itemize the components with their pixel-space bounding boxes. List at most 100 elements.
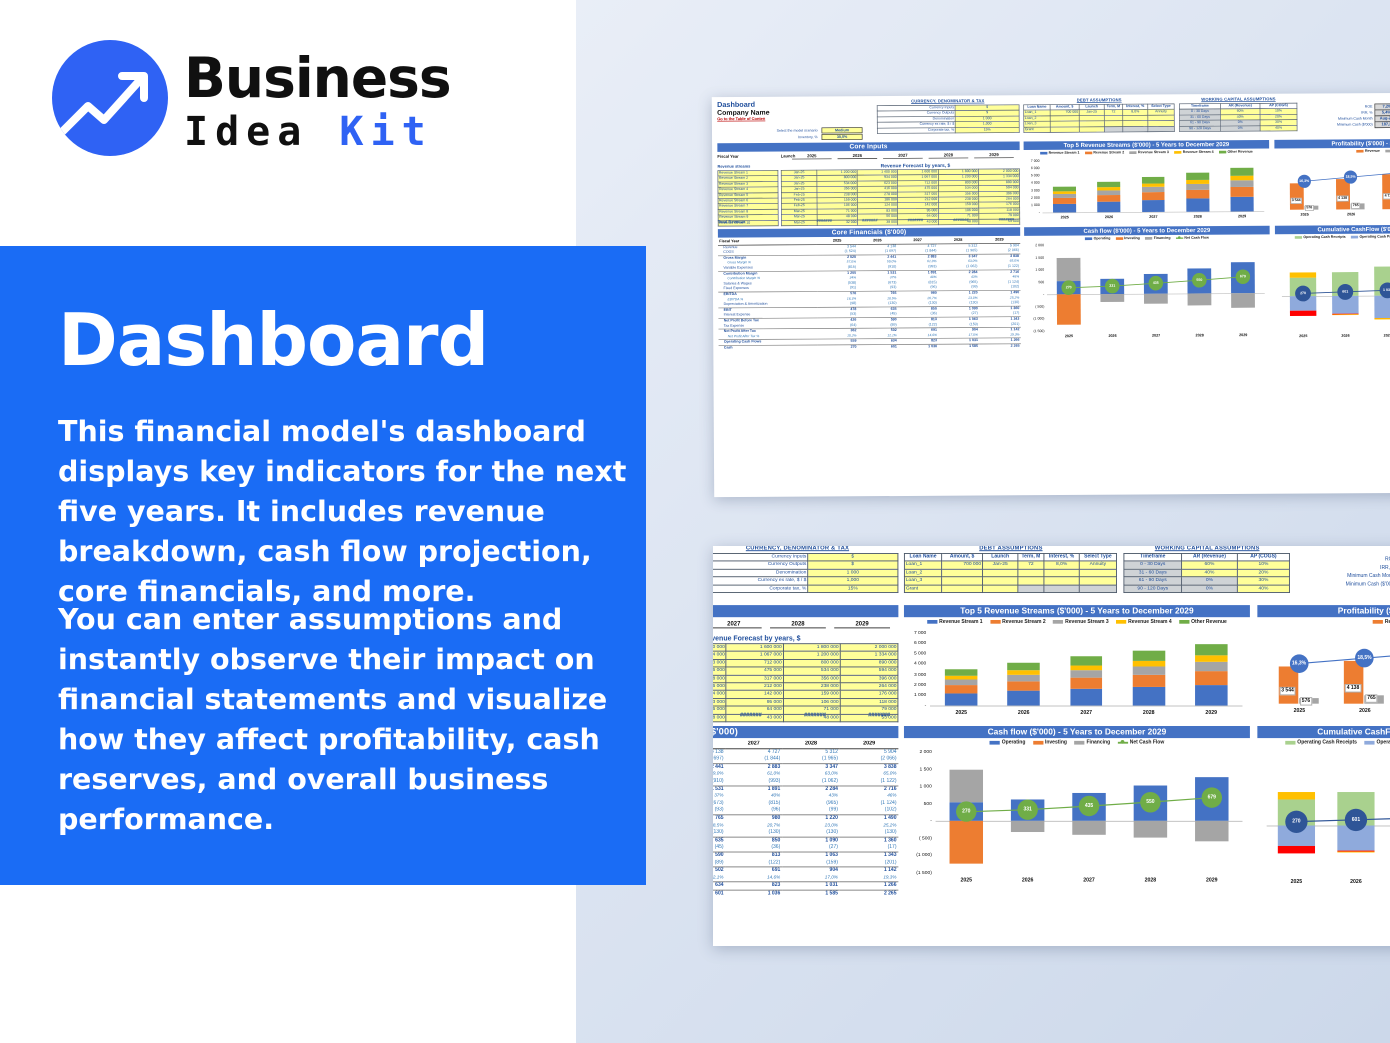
wc-cell[interactable]: 60% — [1182, 561, 1238, 569]
chart-cumulative-cashflow[interactable]: Cumulative CashFlow ($'000) - 5 Years to… — [1275, 224, 1390, 354]
y-axis-tick: 7 000 — [904, 630, 926, 636]
revenue-value-cell[interactable]: 1 800 000 — [783, 644, 840, 652]
debt-cell[interactable]: Grant — [1024, 127, 1050, 133]
debt-cell[interactable] — [1148, 126, 1174, 132]
wc-cell[interactable]: 0% — [1182, 585, 1238, 593]
chart-profitability[interactable]: Profitability ($'000) - 5 Years to Decem… — [1257, 605, 1390, 724]
currency-row-value[interactable]: 1,000 — [808, 577, 898, 585]
wc-cell[interactable]: 40% — [1260, 125, 1297, 131]
debt-cell[interactable] — [983, 585, 1018, 593]
revenue-value-cell[interactable]: 142 000 — [726, 691, 783, 699]
revenue-value-cell[interactable]: 176 000 — [840, 691, 898, 699]
revenue-value-cell[interactable]: 83 000 — [713, 698, 726, 706]
debt-cell[interactable] — [942, 577, 983, 585]
revenue-value-cell[interactable]: 534 000 — [783, 667, 840, 675]
wc-cell[interactable]: 0 - 30 Days — [1124, 561, 1182, 569]
revenue-value-cell[interactable]: 106 000 — [783, 698, 840, 706]
revenue-value-cell[interactable]: 934 000 — [713, 652, 726, 660]
table-of-contents-link[interactable]: Go to the Table of Conten — [717, 117, 769, 123]
debt-cell[interactable] — [1123, 126, 1148, 132]
debt-cell[interactable] — [1044, 577, 1079, 585]
debt-cell[interactable] — [1079, 585, 1116, 593]
debt-cell[interactable]: Grant — [904, 585, 941, 593]
currency-row-value[interactable]: 15% — [808, 585, 898, 593]
debt-cell[interactable]: Jan-25 — [983, 561, 1018, 569]
wc-cell[interactable]: 61 - 90 Days — [1124, 577, 1182, 585]
revenue-value-cell[interactable]: 890 000 — [840, 659, 898, 667]
dashboard-screenshot-top[interactable]: Dashboard Company Name Go to the Table o… — [712, 93, 1390, 497]
revenue-value-cell[interactable]: 416 000 — [713, 667, 726, 675]
revenue-value-cell[interactable]: 623 000 — [713, 659, 726, 667]
revenue-value-cell[interactable]: 1 334 000 — [840, 652, 898, 660]
chart-profitability[interactable]: Profitability ($'000) - 5 Years to Decem… — [1274, 138, 1390, 224]
debt-cell[interactable] — [1018, 577, 1044, 585]
inventory-input[interactable]: 30,0% — [822, 134, 863, 140]
wc-cell[interactable]: 90 - 120 Days — [1180, 126, 1221, 132]
currency-row-value[interactable]: $ — [808, 553, 898, 561]
debt-cell[interactable] — [983, 569, 1018, 577]
debt-cell[interactable] — [983, 577, 1018, 585]
debt-cell[interactable] — [1079, 577, 1116, 585]
revenue-value-cell[interactable]: 118 000 — [840, 698, 898, 706]
revenue-value-cell[interactable]: 594 000 — [840, 667, 898, 675]
scenario-select[interactable]: Medium — [822, 127, 863, 133]
currency-row-value[interactable]: 1 000 — [808, 569, 898, 577]
debt-cell[interactable]: 700 000 — [942, 561, 983, 569]
wc-cell[interactable]: 30% — [1237, 577, 1289, 585]
wc-cell[interactable]: 20% — [1237, 569, 1289, 577]
debt-cell[interactable]: Loan_2 — [904, 569, 941, 577]
chart-revenue-streams[interactable]: Top 5 Revenue Streams ($'000) - 5 Years … — [1024, 140, 1270, 226]
revenue-value-cell[interactable]: 396 000 — [840, 675, 898, 683]
revenue-value-cell[interactable]: 356 000 — [783, 675, 840, 683]
revenue-value-cell[interactable]: 475 000 — [726, 667, 783, 675]
debt-cell[interactable] — [1044, 569, 1079, 577]
revenue-value-cell[interactable]: 95 000 — [726, 698, 783, 706]
revenue-value-cell[interactable]: 159 000 — [783, 691, 840, 699]
revenue-value-cell[interactable]: 264 000 — [840, 683, 898, 691]
wc-cell[interactable]: 90 - 120 Days — [1124, 585, 1182, 593]
revenue-value-cell[interactable]: 2 000 000 — [840, 644, 898, 652]
dashboard-screenshot-bottom[interactable]: Dashboard Company Name Go to the Table o… — [713, 546, 1390, 946]
debt-cell[interactable]: Loan_1 — [904, 561, 941, 569]
revenue-value-cell[interactable]: 212 000 — [726, 683, 783, 691]
revenue-value-cell[interactable]: 317 000 — [726, 675, 783, 683]
chart-revenue-streams[interactable]: Top 5 Revenue Streams ($'000) - 5 Years … — [904, 605, 1250, 724]
debt-cell[interactable]: 8,0% — [1044, 561, 1079, 569]
revenue-value-cell[interactable]: 1 600 000 — [726, 644, 783, 652]
debt-cell[interactable] — [1079, 127, 1104, 133]
currency-row-value[interactable]: $ — [808, 561, 898, 569]
revenue-value-cell[interactable]: 1 400 000 — [713, 644, 726, 652]
debt-cell[interactable] — [1044, 585, 1079, 593]
revenue-value-cell[interactable]: 238 000 — [783, 683, 840, 691]
revenue-value-cell[interactable]: 278 000 — [713, 675, 726, 683]
revenue-value-cell[interactable]: 124 000 — [713, 691, 726, 699]
debt-cell[interactable] — [1079, 569, 1116, 577]
chart-cash-flow[interactable]: Cash flow ($'000) - 5 Years to December … — [1024, 226, 1270, 356]
debt-cell[interactable] — [942, 569, 983, 577]
debt-cell[interactable] — [1018, 585, 1044, 593]
revenue-value-cell[interactable]: 1 200 000 — [783, 652, 840, 660]
debt-cell[interactable] — [1104, 126, 1123, 132]
debt-cell[interactable] — [942, 585, 983, 593]
debt-cell[interactable]: Loan_3 — [904, 577, 941, 585]
debt-cell[interactable] — [1018, 569, 1044, 577]
currency-row-value[interactable]: 15% — [955, 127, 1019, 133]
debt-cell[interactable]: Annuity — [1079, 561, 1116, 569]
wc-cell[interactable]: 31 - 60 Days — [1124, 569, 1182, 577]
table-row: Contribution Margin %34%37%40%43%46% — [713, 793, 898, 800]
revenue-value-cell[interactable]: 1 067 000 — [726, 652, 783, 660]
revenue-value-cell[interactable]: 800 000 — [783, 659, 840, 667]
wc-cell[interactable]: 40% — [1237, 585, 1289, 593]
revenue-value-cell[interactable]: 186 000 — [713, 683, 726, 691]
working-capital-section-header: WORKING CAPITAL ASSUMPTIONS — [1123, 546, 1290, 551]
chart-cash-flow[interactable]: Cash flow ($'000) - 5 Years to December … — [904, 726, 1250, 907]
revenue-value-cell[interactable]: 712 000 — [726, 659, 783, 667]
wc-cell[interactable]: 10% — [1237, 561, 1289, 569]
wc-cell[interactable]: 0% — [1220, 126, 1260, 132]
bar-segment — [1186, 184, 1209, 190]
chart-cumulative-cashflow[interactable]: Cumulative CashFlow ($'000) - 5 Years to… — [1257, 726, 1390, 907]
wc-cell[interactable]: 0% — [1182, 577, 1238, 585]
debt-cell[interactable] — [1050, 127, 1079, 133]
wc-cell[interactable]: 40% — [1182, 569, 1238, 577]
debt-cell[interactable]: 72 — [1018, 561, 1044, 569]
